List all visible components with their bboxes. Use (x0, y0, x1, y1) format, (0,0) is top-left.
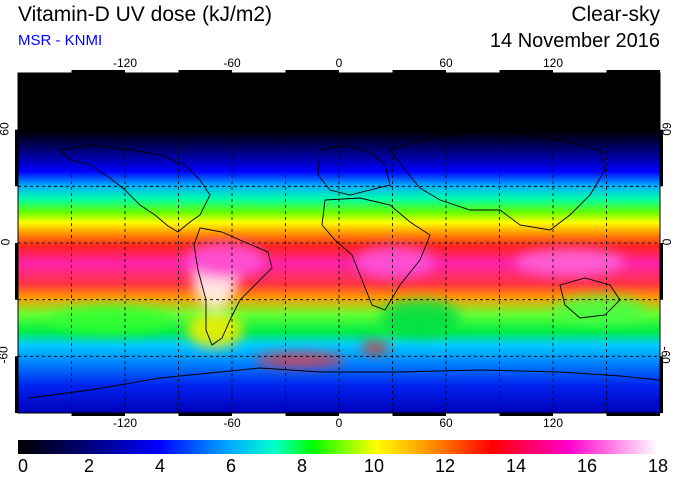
colorbar-tick: 16 (576, 456, 598, 476)
colorbar-tick: 4 (154, 456, 166, 476)
colorbar-tick: 10 (363, 456, 385, 476)
lon-tick-top: -120 (112, 56, 138, 70)
lon-tick-bottom: 0 (335, 416, 343, 430)
date-label: 14 November 2016 (489, 30, 660, 52)
lon-tick-bottom: -120 (112, 416, 138, 430)
source-label: MSR - KNMI (18, 32, 103, 49)
colorbar-tick: 8 (296, 456, 308, 476)
lat-tick-left: -60 (0, 346, 11, 364)
lon-tick-top: 0 (335, 56, 343, 70)
colorbar-tick: 14 (505, 456, 527, 476)
colorbar-tick: 0 (18, 456, 29, 476)
lon-tick-top: -60 (223, 56, 241, 70)
map-title: Vitamin-D UV dose (kJ/m2) (18, 3, 273, 26)
lat-tick-right: 60 (659, 122, 674, 136)
lon-tick-bottom: 120 (542, 416, 564, 430)
lat-tick-right: 0 (659, 238, 674, 246)
colorbar-tick: 2 (83, 456, 95, 476)
lat-tick-left: 60 (0, 122, 12, 136)
map-frame (15, 70, 663, 416)
lat-tick-right: -60 (658, 346, 673, 364)
coastlines (27, 129, 660, 399)
colorbar (18, 440, 658, 454)
lon-tick-top: 120 (542, 56, 564, 70)
sky-condition-label: Clear-sky (571, 3, 660, 26)
graticule (18, 73, 660, 413)
lon-tick-bottom: -60 (223, 416, 241, 430)
lon-tick-bottom: 60 (439, 416, 453, 430)
colorbar-tick: 6 (225, 456, 237, 476)
lon-tick-top: 60 (439, 56, 453, 70)
colorbar-tick: 18 (648, 456, 669, 476)
lat-tick-left: 0 (0, 239, 12, 246)
colorbar-tick: 12 (434, 456, 456, 476)
